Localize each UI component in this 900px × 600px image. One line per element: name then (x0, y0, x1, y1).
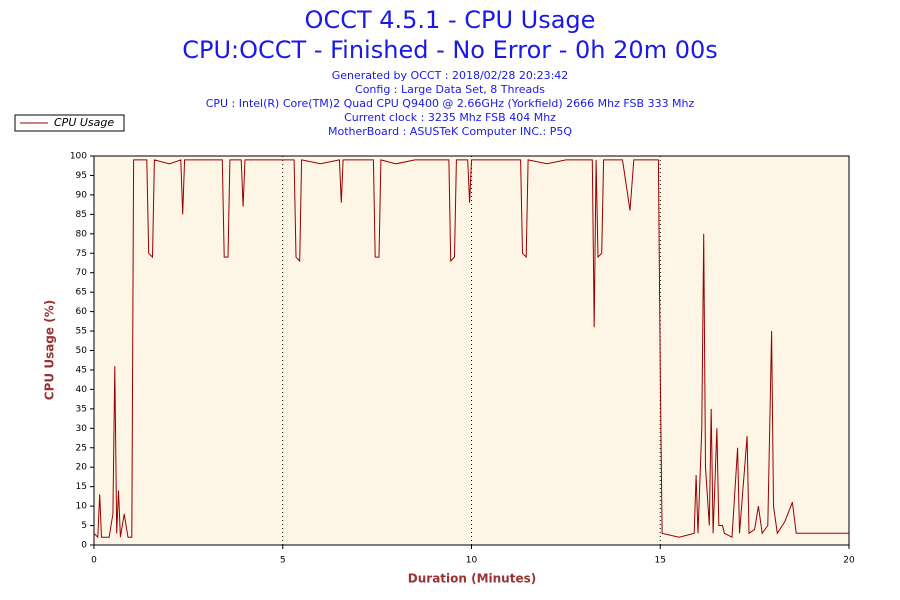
y-tick-label: 20 (76, 463, 88, 473)
info-line: Generated by OCCT : 2018/02/28 20:23:42 (332, 69, 569, 82)
y-tick-label: 100 (70, 152, 87, 162)
y-tick-label: 50 (76, 346, 88, 356)
y-tick-label: 55 (76, 327, 87, 337)
info-line: Current clock : 3235 Mhz FSB 404 Mhz (344, 111, 556, 124)
y-tick-label: 70 (76, 268, 88, 278)
y-tick-label: 95 (76, 171, 87, 181)
info-line: CPU : Intel(R) Core(TM)2 Quad CPU Q9400 … (206, 97, 695, 110)
data-line (93, 159, 849, 539)
y-tick-label: 60 (76, 307, 88, 317)
y-tick-label: 25 (76, 443, 87, 453)
y-tick-label: 80 (76, 229, 88, 239)
x-tick-label: 20 (843, 556, 855, 566)
y-tick-label: 10 (76, 502, 88, 512)
y-tick-label: 30 (76, 424, 88, 434)
legend-label: CPU Usage (54, 116, 114, 129)
info-line: Config : Large Data Set, 8 Threads (355, 83, 545, 96)
x-axis-label: Duration (Minutes) (408, 572, 536, 586)
x-tick-label: 5 (280, 556, 286, 566)
y-tick-label: 75 (76, 249, 87, 259)
y-tick-label: 40 (76, 385, 88, 395)
chart-title: OCCT 4.5.1 - CPU Usage (305, 6, 596, 34)
y-axis-label: CPU Usage (%) (43, 300, 57, 400)
x-tick-label: 10 (466, 556, 478, 566)
y-tick-label: 65 (76, 288, 87, 298)
y-tick-label: 85 (76, 210, 87, 220)
info-line: MotherBoard : ASUSTeK Computer INC.: P5Q (328, 125, 572, 138)
x-tick-label: 0 (91, 556, 97, 566)
y-tick-label: 35 (76, 404, 87, 414)
legend-box (14, 114, 125, 132)
y-tick-label: 5 (81, 521, 87, 531)
y-tick-label: 45 (76, 365, 87, 375)
y-tick-label: 15 (76, 482, 87, 492)
y-tick-label: 0 (81, 541, 87, 551)
chart-subtitle: CPU:OCCT - Finished - No Error - 0h 20m … (182, 36, 718, 64)
plot-area (93, 155, 850, 546)
x-tick-label: 15 (655, 556, 666, 566)
y-tick-label: 90 (76, 190, 88, 200)
